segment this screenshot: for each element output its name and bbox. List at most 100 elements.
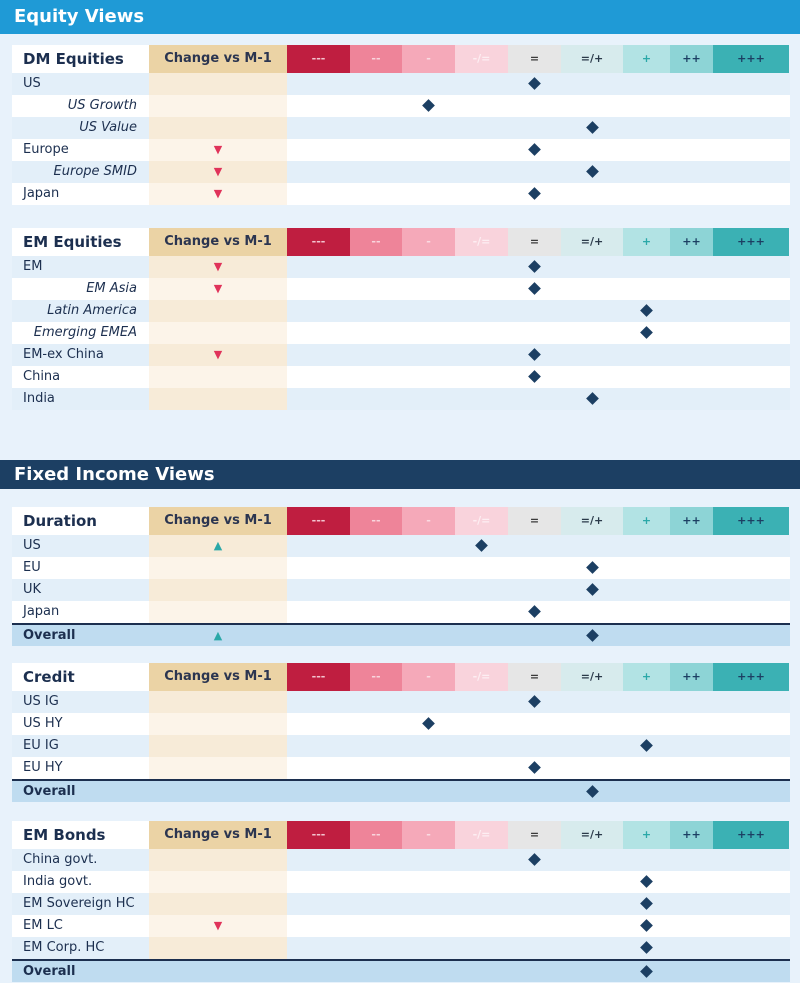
change-cell <box>149 893 287 915</box>
scale-header-cell: -- <box>350 821 402 849</box>
view-diamond-icon <box>528 187 541 200</box>
section-title: EM Equities <box>12 228 149 256</box>
change-cell <box>149 388 287 410</box>
view-diamond-icon <box>422 717 435 730</box>
row-label: EU HY <box>23 760 63 775</box>
scale-header-cell: - <box>402 821 455 849</box>
view-diamond-icon <box>585 785 599 798</box>
row-label: Emerging EMEA <box>33 325 137 340</box>
change-cell <box>149 757 287 779</box>
table-row: US ▲ <box>12 535 790 557</box>
scale-header-cell: --- <box>287 45 350 73</box>
scale-header-cell: - <box>402 45 455 73</box>
row-label: UK <box>23 582 42 597</box>
table-row: EU HY <box>12 757 790 779</box>
view-diamond-icon <box>640 739 653 752</box>
view-diamond-icon <box>640 326 653 339</box>
row-label: EM Asia <box>86 281 137 296</box>
section-header: EM Equities Change vs M-1 --- -- - -/= = =/+ + ++… <box>12 228 790 256</box>
scale-header-cell: = <box>508 228 561 256</box>
scale-header-cell: +++ <box>713 45 789 73</box>
table-row: US IG <box>12 691 790 713</box>
view-diamond-icon <box>585 121 599 134</box>
change-cell: ▼ <box>149 278 287 300</box>
change-cell <box>149 781 287 802</box>
section-title: EM Bonds <box>12 821 149 849</box>
row-label: EM Corp. HC <box>23 940 105 955</box>
view-diamond-icon <box>585 629 599 642</box>
triangle-down-icon: ▼ <box>213 260 223 273</box>
view-diamond-icon <box>640 304 653 317</box>
row-label: EM-ex China <box>23 347 104 362</box>
triangle-up-icon: ▲ <box>213 629 223 642</box>
row-label: Latin America <box>47 303 137 318</box>
scale-header-cell: +++ <box>713 228 789 256</box>
scale-header-cell: -- <box>350 507 402 535</box>
scale-header-cell: --- <box>287 228 350 256</box>
table-row: India <box>12 388 790 410</box>
scale-header-cell: + <box>623 821 670 849</box>
section-em-equities: EM Equities Change vs M-1 --- -- - -/= = =/+ + ++… <box>12 228 790 410</box>
scale-header-cell: -/= <box>455 45 508 73</box>
scale-header-cell: = <box>508 507 561 535</box>
change-cell <box>149 735 287 757</box>
table-row: US HY <box>12 713 790 735</box>
view-diamond-icon <box>528 605 541 618</box>
view-diamond-icon <box>528 77 541 90</box>
view-diamond-icon <box>585 392 599 405</box>
table-row: Japan <box>12 601 790 623</box>
table-row: US <box>12 73 790 95</box>
view-diamond-icon <box>528 370 541 383</box>
view-diamond-icon <box>640 941 653 954</box>
change-cell <box>149 713 287 735</box>
change-header: Change vs M-1 <box>149 45 287 73</box>
row-label: India <box>23 391 55 406</box>
table-row: EM LC ▼ <box>12 915 790 937</box>
row-label: China <box>23 369 61 384</box>
view-diamond-icon <box>585 583 599 596</box>
row-label: Japan <box>23 604 60 619</box>
scale-header-cell: + <box>623 228 670 256</box>
table-row: Emerging EMEA <box>12 322 790 344</box>
triangle-down-icon: ▼ <box>213 143 223 156</box>
section-title: Duration <box>12 507 149 535</box>
scale-header-cell: = <box>508 821 561 849</box>
table-row: EU <box>12 557 790 579</box>
view-diamond-icon <box>528 695 541 708</box>
view-diamond-icon <box>640 875 653 888</box>
table-row: Overall ▲ <box>12 623 790 646</box>
scale-header-cell: - <box>402 663 455 691</box>
row-label: Overall <box>23 784 76 799</box>
change-cell <box>149 961 287 982</box>
row-label: Overall <box>23 628 76 643</box>
scale-header-cell: + <box>623 507 670 535</box>
change-cell <box>149 691 287 713</box>
change-cell: ▲ <box>149 625 287 646</box>
row-label: US IG <box>23 694 59 709</box>
section-duration: Duration Change vs M-1 --- -- - -/= = =/+ + ++ +++… <box>12 507 790 646</box>
section-header: DM Equities Change vs M-1 --- -- - -/= = =/+ + ++… <box>12 45 790 73</box>
section-header: Duration Change vs M-1 --- -- - -/= = =/+ + ++ +++ <box>12 507 790 535</box>
row-label: India govt. <box>23 874 93 889</box>
change-cell: ▼ <box>149 139 287 161</box>
scale-header-cell: ++ <box>670 663 713 691</box>
table-row: Europe SMID ▼ <box>12 161 790 183</box>
scale-header-cell: -- <box>350 45 402 73</box>
scale-header-cell: = <box>508 45 561 73</box>
view-diamond-icon <box>585 165 599 178</box>
section-em-bonds: EM Bonds Change vs M-1 --- -- - -/= = =/+ + ++ +++… <box>12 821 790 982</box>
table-row: EM-ex China ▼ <box>12 344 790 366</box>
row-label: EU IG <box>23 738 59 753</box>
view-diamond-icon <box>528 282 541 295</box>
scale-header-cell: -/= <box>455 228 508 256</box>
view-diamond-icon <box>475 539 488 552</box>
triangle-down-icon: ▼ <box>213 165 223 178</box>
triangle-down-icon: ▼ <box>213 187 223 200</box>
table-row: EU IG <box>12 735 790 757</box>
change-cell <box>149 937 287 959</box>
scale-header-cell: + <box>623 45 670 73</box>
table-row: EM Asia ▼ <box>12 278 790 300</box>
change-cell <box>149 300 287 322</box>
row-label: EM LC <box>23 918 63 933</box>
row-label: Japan <box>23 186 60 201</box>
